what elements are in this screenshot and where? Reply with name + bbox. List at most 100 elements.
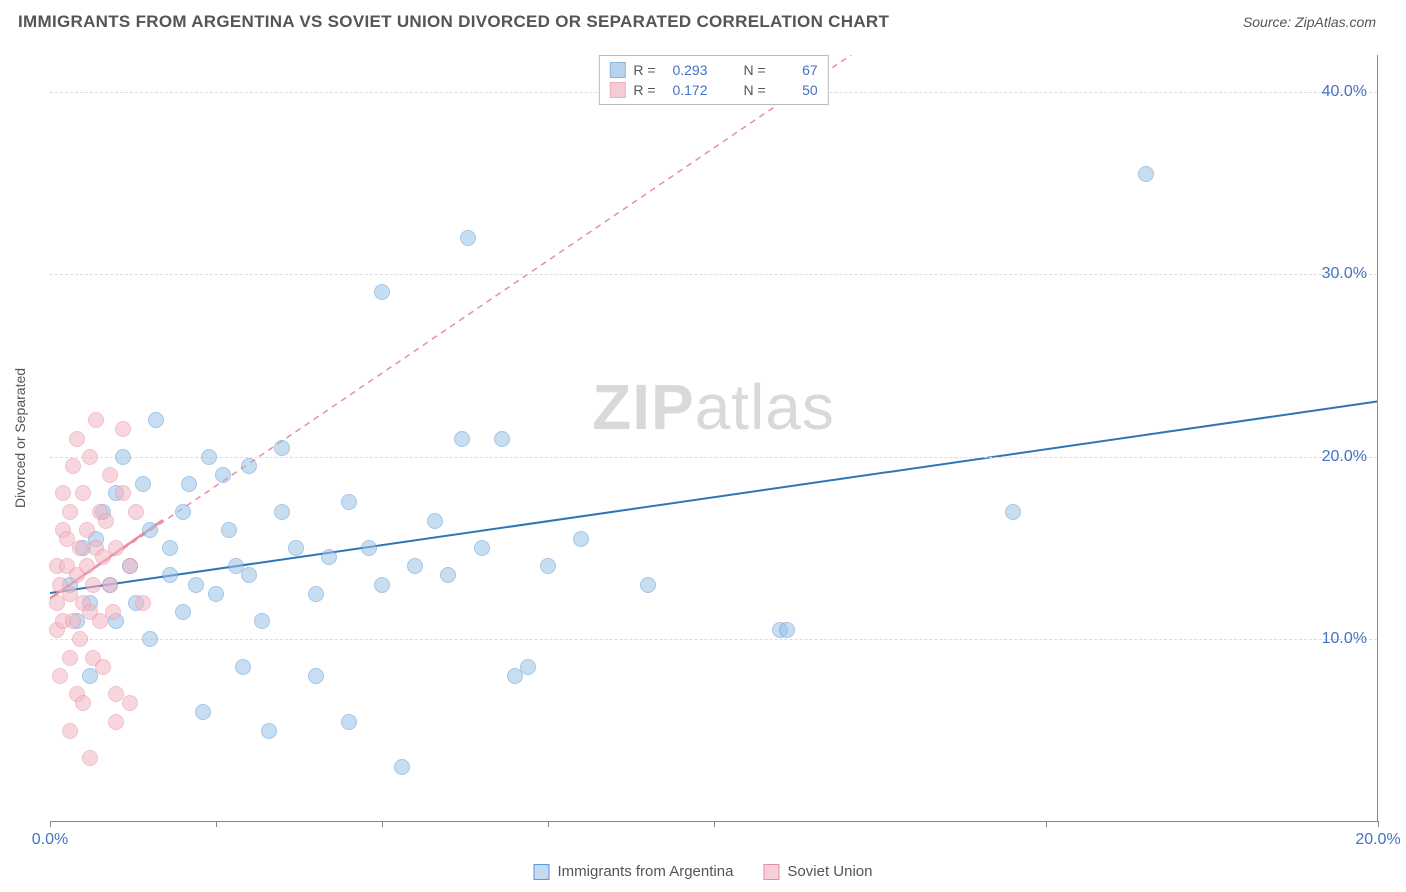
data-point	[75, 695, 91, 711]
data-point	[321, 549, 337, 565]
y-tick-label: 30.0%	[1322, 265, 1367, 283]
data-point	[374, 577, 390, 593]
data-point	[573, 531, 589, 547]
gridline	[50, 274, 1377, 275]
data-point	[75, 485, 91, 501]
data-point	[79, 522, 95, 538]
data-point	[474, 540, 490, 556]
data-point	[98, 513, 114, 529]
data-point	[427, 513, 443, 529]
y-tick-label: 20.0%	[1322, 448, 1367, 466]
source-name: ZipAtlas.com	[1295, 14, 1376, 30]
data-point	[72, 540, 88, 556]
data-point	[261, 723, 277, 739]
data-point	[72, 631, 88, 647]
data-point	[122, 558, 138, 574]
data-point	[454, 431, 470, 447]
data-point	[308, 668, 324, 684]
data-point	[135, 595, 151, 611]
data-point	[215, 467, 231, 483]
data-point	[201, 449, 217, 465]
legend-item: Soviet Union	[763, 863, 872, 880]
data-point	[69, 431, 85, 447]
x-tick-label: 0.0%	[32, 831, 68, 849]
data-point	[115, 421, 131, 437]
y-axis-title: Divorced or Separated	[12, 368, 28, 508]
data-point	[208, 586, 224, 602]
data-point	[540, 558, 556, 574]
data-point	[241, 458, 257, 474]
data-point	[460, 230, 476, 246]
data-point	[288, 540, 304, 556]
data-point	[88, 412, 104, 428]
data-point	[65, 458, 81, 474]
legend-stat-row: R =0.172N =50	[609, 80, 817, 100]
data-point	[102, 577, 118, 593]
legend-swatch	[763, 864, 779, 880]
data-point	[195, 704, 211, 720]
data-point	[55, 485, 71, 501]
legend-n-label: N =	[744, 62, 766, 78]
legend-n-value: 67	[774, 62, 818, 78]
plot-area: Divorced or Separated ZIPatlas 10.0%20.0…	[50, 55, 1378, 822]
legend-stat-row: R =0.293N =67	[609, 60, 817, 80]
data-point	[181, 476, 197, 492]
trend-line	[50, 55, 1012, 598]
data-point	[1138, 166, 1154, 182]
y-tick-label: 40.0%	[1322, 83, 1367, 101]
data-point	[407, 558, 423, 574]
legend-swatch	[534, 864, 550, 880]
watermark-light: atlas	[695, 371, 835, 443]
data-point	[82, 449, 98, 465]
data-point	[162, 540, 178, 556]
legend-n-label: N =	[744, 82, 766, 98]
source-credit: Source: ZipAtlas.com	[1243, 14, 1376, 30]
data-point	[779, 622, 795, 638]
data-point	[361, 540, 377, 556]
data-point	[341, 494, 357, 510]
source-prefix: Source:	[1243, 14, 1295, 30]
data-point	[494, 431, 510, 447]
data-point	[241, 567, 257, 583]
data-point	[374, 284, 390, 300]
data-point	[85, 577, 101, 593]
data-point	[105, 604, 121, 620]
legend-r-label: R =	[633, 82, 655, 98]
data-point	[640, 577, 656, 593]
data-point	[148, 412, 164, 428]
x-tick	[216, 821, 217, 827]
data-point	[142, 522, 158, 538]
watermark: ZIPatlas	[592, 370, 835, 444]
data-point	[274, 504, 290, 520]
legend-r-value: 0.293	[664, 62, 708, 78]
x-tick	[714, 821, 715, 827]
x-tick	[50, 821, 51, 827]
chart-container: IMMIGRANTS FROM ARGENTINA VS SOVIET UNIO…	[0, 0, 1406, 892]
legend-n-value: 50	[774, 82, 818, 98]
y-tick-label: 10.0%	[1322, 630, 1367, 648]
data-point	[52, 668, 68, 684]
legend-bottom: Immigrants from Argentina Soviet Union	[534, 863, 873, 880]
data-point	[274, 440, 290, 456]
legend-swatch	[609, 82, 625, 98]
title-row: IMMIGRANTS FROM ARGENTINA VS SOVIET UNIO…	[0, 0, 1406, 32]
data-point	[520, 659, 536, 675]
x-tick	[1046, 821, 1047, 827]
data-point	[142, 631, 158, 647]
data-point	[108, 714, 124, 730]
data-point	[108, 540, 124, 556]
legend-label: Immigrants from Argentina	[558, 863, 734, 880]
data-point	[162, 567, 178, 583]
legend-swatch	[609, 62, 625, 78]
x-tick-label: 20.0%	[1355, 831, 1400, 849]
gridline	[50, 639, 1377, 640]
data-point	[79, 558, 95, 574]
data-point	[1005, 504, 1021, 520]
data-point	[128, 504, 144, 520]
data-point	[95, 659, 111, 675]
x-tick	[1378, 821, 1379, 827]
data-point	[394, 759, 410, 775]
data-point	[188, 577, 204, 593]
trend-line	[50, 402, 1377, 594]
data-point	[115, 485, 131, 501]
